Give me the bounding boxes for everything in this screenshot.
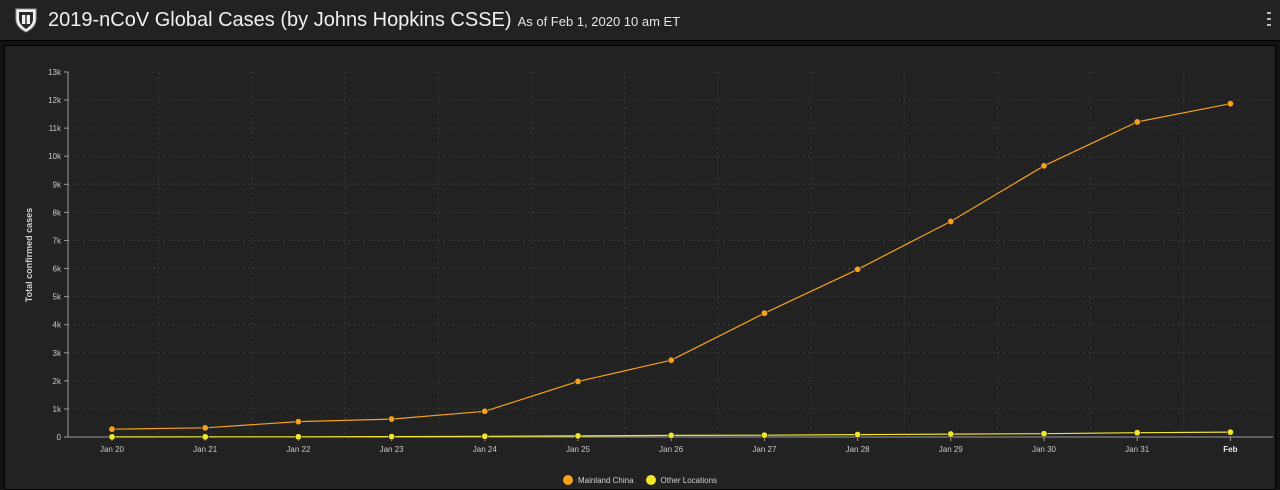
y-tick-label: 0	[57, 433, 62, 442]
x-tick-label: Jan 23	[380, 445, 405, 454]
data-point-other-locations[interactable]	[481, 432, 489, 440]
x-tick-label: Jan 31	[1125, 445, 1150, 454]
data-point-other-locations[interactable]	[388, 433, 396, 441]
y-tick-label: 13k	[48, 68, 62, 77]
x-tick-label: Jan 24	[473, 445, 498, 454]
data-point-other-locations[interactable]	[1133, 429, 1141, 437]
vertical-menu-icon[interactable]	[1266, 12, 1272, 26]
data-point-other-locations[interactable]	[947, 430, 955, 438]
data-point-other-locations[interactable]	[108, 433, 116, 441]
data-point-other-locations[interactable]	[201, 433, 209, 441]
legend-label: Other Locations	[660, 475, 718, 485]
x-tick-label: Jan 25	[566, 445, 591, 454]
data-point-mainland-china[interactable]	[1133, 118, 1141, 126]
data-point-mainland-china[interactable]	[574, 377, 582, 385]
data-point-other-locations[interactable]	[574, 432, 582, 440]
page-subtitle: As of Feb 1, 2020 10 am ET	[517, 13, 681, 29]
data-point-mainland-china[interactable]	[1226, 100, 1234, 108]
y-tick-label: 11k	[49, 124, 62, 133]
chart-legend: Mainland China Other Locations	[0, 473, 1280, 487]
data-point-other-locations[interactable]	[760, 431, 768, 439]
data-point-mainland-china[interactable]	[108, 425, 116, 433]
y-tick-label: 4k	[53, 321, 62, 330]
data-point-mainland-china[interactable]	[201, 424, 209, 432]
x-tick-label: Jan 21	[193, 445, 218, 454]
data-point-other-locations[interactable]	[1226, 428, 1234, 436]
legend-label: Mainland China	[577, 475, 634, 485]
data-point-mainland-china[interactable]	[294, 418, 302, 426]
y-tick-label: 3k	[53, 349, 62, 358]
legend-marker	[562, 475, 573, 485]
y-tick-label: 6k	[53, 265, 62, 274]
y-tick-label: 9k	[53, 180, 62, 189]
data-point-mainland-china[interactable]	[667, 356, 675, 364]
x-tick-label: Jan 28	[846, 445, 871, 454]
university-shield-icon	[13, 7, 39, 33]
data-point-mainland-china[interactable]	[854, 265, 862, 273]
data-point-mainland-china[interactable]	[388, 415, 396, 423]
data-point-other-locations[interactable]	[854, 431, 862, 439]
data-point-mainland-china[interactable]	[1040, 162, 1048, 170]
y-tick-label: 2k	[53, 377, 62, 386]
data-point-mainland-china[interactable]	[760, 309, 768, 317]
y-tick-label: 10k	[48, 152, 62, 161]
app-header: 2019-nCoV Global Cases (by Johns Hopkins…	[0, 0, 1280, 41]
y-tick-label: 7k	[53, 236, 62, 245]
x-tick-label: Jan 20	[100, 445, 125, 454]
y-tick-label: 1k	[53, 405, 62, 414]
x-tick-label: Feb	[1223, 445, 1237, 454]
x-tick-label: Jan 30	[1032, 445, 1057, 454]
x-tick-label: Jan 26	[659, 445, 684, 454]
data-point-other-locations[interactable]	[294, 433, 302, 441]
legend-marker	[645, 475, 656, 485]
x-tick-label: Jan 27	[752, 445, 777, 454]
data-point-other-locations[interactable]	[1040, 430, 1048, 438]
x-tick-label: Jan 29	[939, 445, 964, 454]
legend-item-mainland-china[interactable]: Mainland China	[562, 475, 634, 485]
x-tick-label: Jan 22	[286, 445, 311, 454]
data-point-mainland-china[interactable]	[481, 407, 489, 415]
page-title: 2019-nCoV Global Cases (by Johns Hopkins…	[48, 8, 512, 31]
legend-item-other-locations[interactable]: Other Locations	[645, 475, 718, 485]
y-tick-label: 5k	[53, 293, 62, 302]
data-point-mainland-china[interactable]	[947, 217, 955, 225]
y-axis-label: Total confirmed cases	[24, 208, 34, 302]
data-point-other-locations[interactable]	[667, 431, 675, 439]
y-tick-label: 8k	[53, 208, 62, 217]
chart-panel	[4, 45, 1276, 490]
y-tick-label: 12k	[48, 96, 62, 105]
